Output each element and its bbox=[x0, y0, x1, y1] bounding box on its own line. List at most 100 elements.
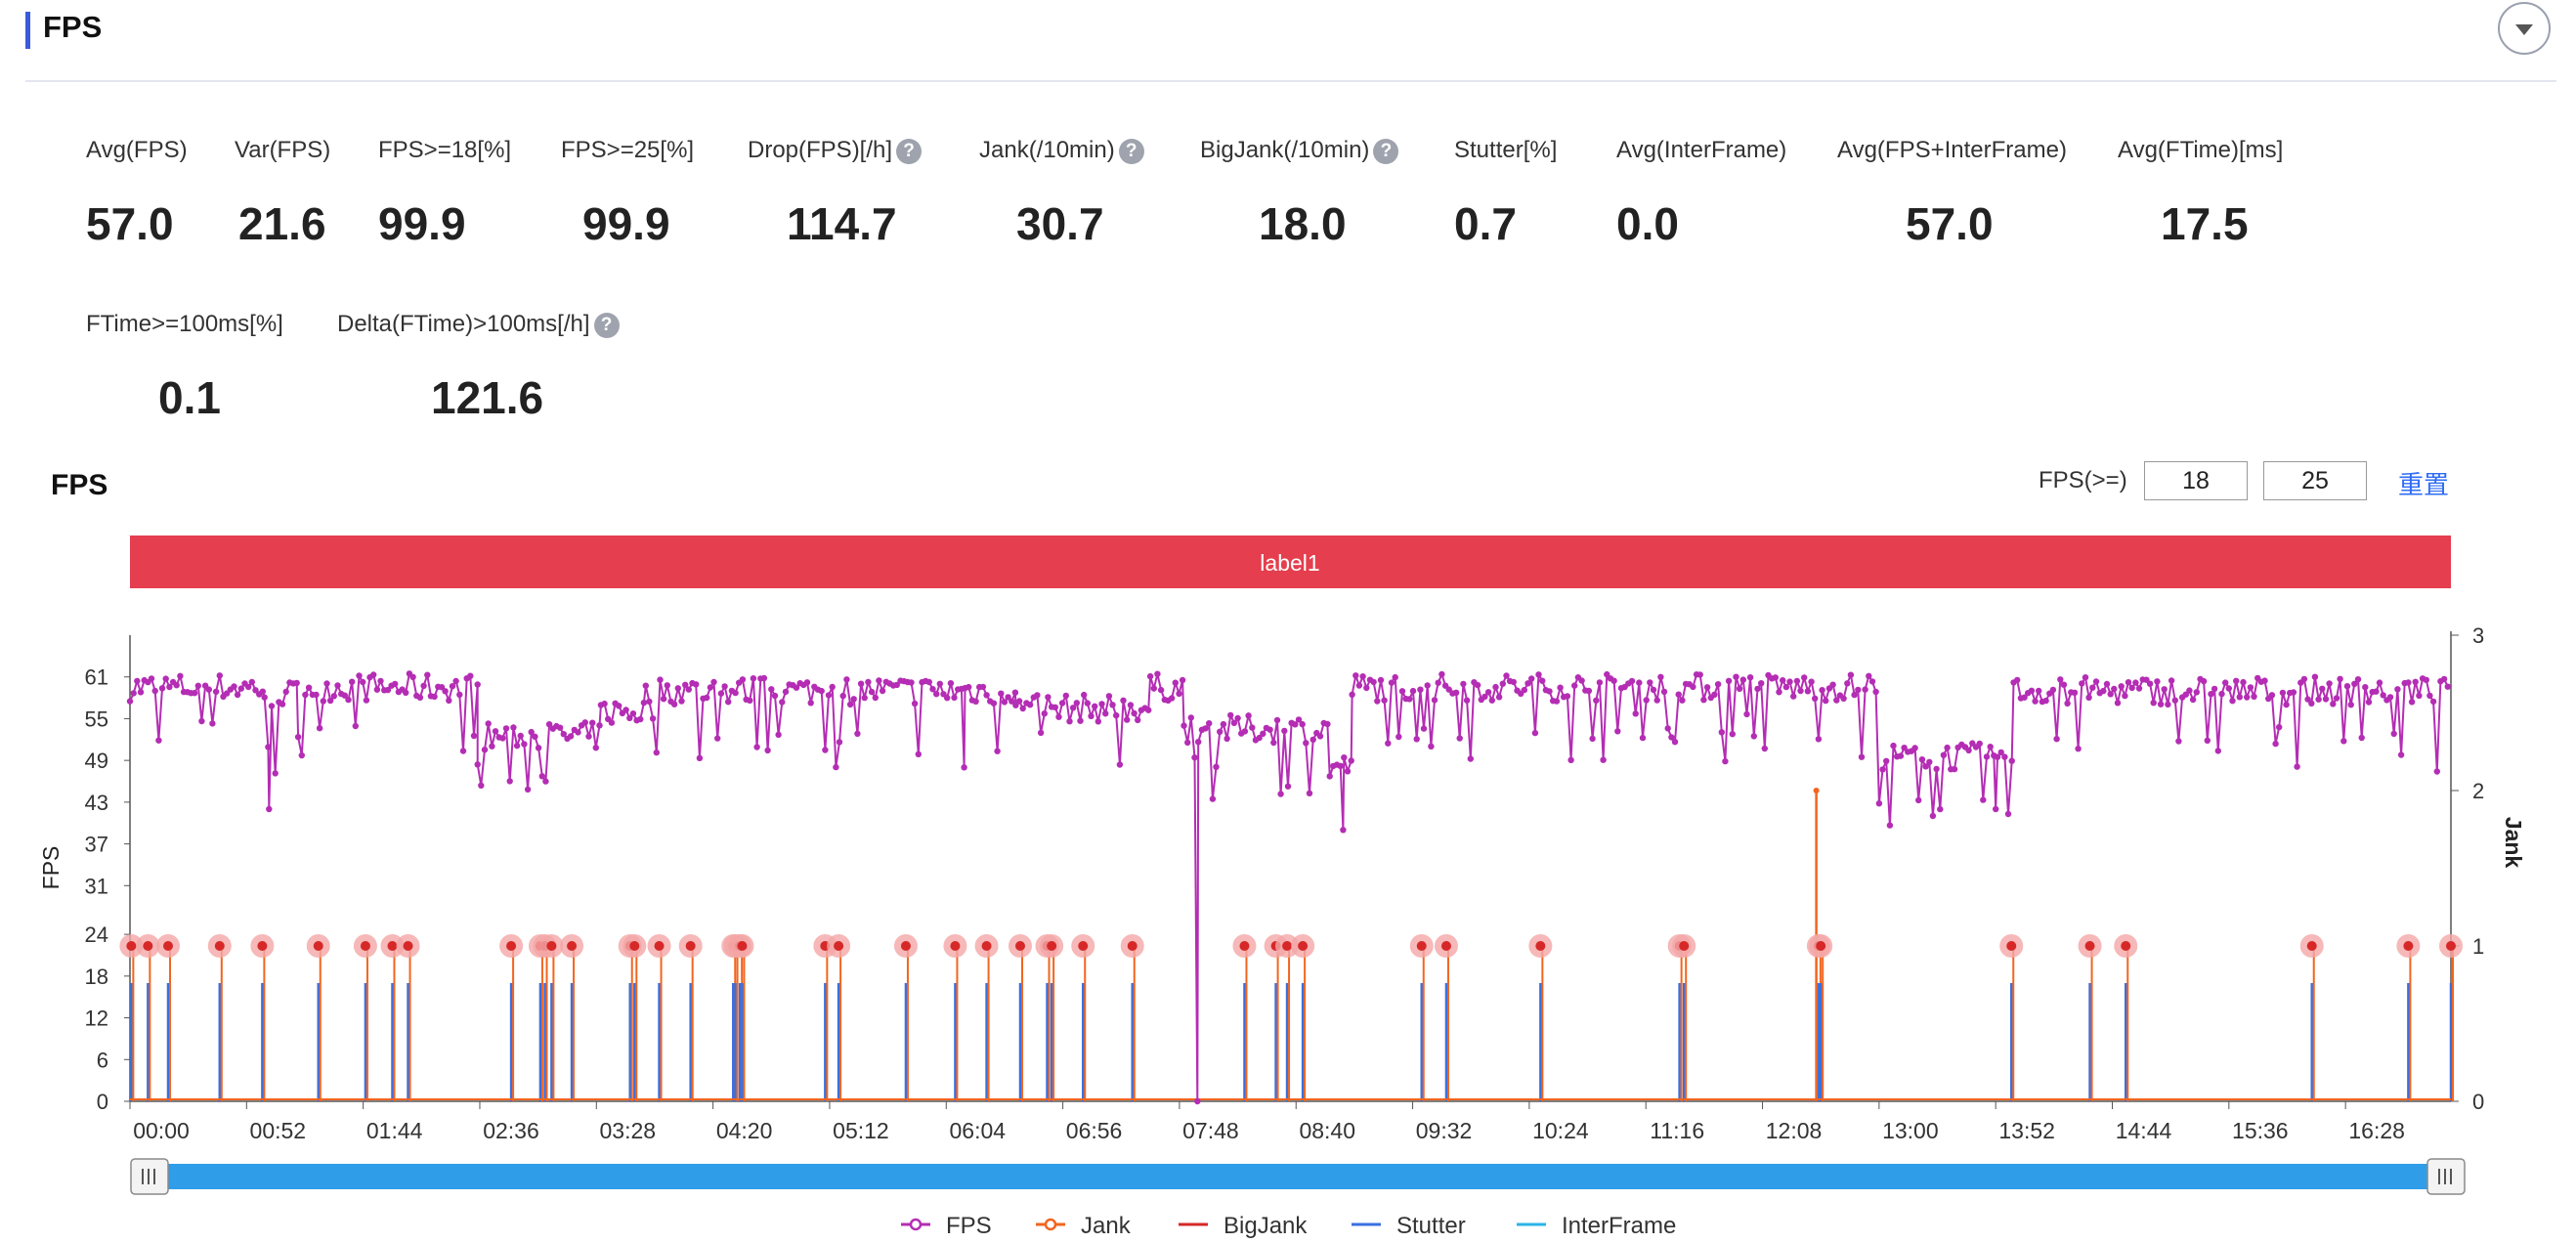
fps-point bbox=[2211, 685, 2218, 693]
fps-point bbox=[1081, 691, 1088, 699]
fps-point bbox=[1614, 728, 1621, 735]
fps-point bbox=[282, 688, 289, 696]
help-icon[interactable]: ? bbox=[1373, 139, 1399, 164]
fps-point bbox=[2214, 748, 2221, 754]
fps-point bbox=[966, 683, 972, 691]
fps-point bbox=[1851, 691, 1858, 699]
fps-point bbox=[1965, 747, 1972, 754]
metric-label-text: Avg(FPS+InterFrame) bbox=[1837, 137, 2067, 163]
legend-marker bbox=[909, 1218, 923, 1231]
fps-point bbox=[750, 675, 757, 682]
fps-point bbox=[1088, 712, 1095, 719]
fps-point bbox=[1983, 753, 1991, 760]
fps-point bbox=[1168, 695, 1176, 702]
fps-point bbox=[637, 715, 644, 723]
help-icon[interactable]: ? bbox=[593, 313, 620, 338]
x-tick-label: 07:48 bbox=[1182, 1118, 1239, 1143]
fps-point bbox=[1395, 733, 1402, 741]
legend-item-fps[interactable]: FPS bbox=[901, 1213, 992, 1239]
legend-item-interframe[interactable]: InterFrame bbox=[1517, 1213, 1676, 1239]
bigjank-marker bbox=[214, 941, 225, 951]
y2-tick-label: 0 bbox=[2472, 1090, 2484, 1114]
fps-point bbox=[2118, 683, 2125, 690]
fps-point bbox=[710, 678, 717, 686]
bigjank-marker bbox=[950, 941, 961, 951]
fps-point bbox=[1037, 729, 1045, 737]
fps-point bbox=[2272, 740, 2279, 748]
fps-point bbox=[1179, 676, 1186, 684]
fps-point bbox=[2251, 693, 2257, 700]
fps-point bbox=[2114, 700, 2122, 707]
fps-point bbox=[1077, 717, 1084, 724]
fps-point bbox=[2423, 676, 2429, 683]
fps-point bbox=[1435, 679, 1441, 686]
fps-point bbox=[349, 678, 356, 685]
fps-point bbox=[1273, 716, 1281, 724]
fps-point bbox=[2193, 689, 2200, 696]
fps-point bbox=[979, 683, 987, 691]
fps-point bbox=[1679, 697, 1686, 704]
chart-title: FPS bbox=[51, 469, 108, 501]
fps-point bbox=[1664, 725, 1671, 732]
fps-point bbox=[2079, 680, 2085, 687]
collapse-button[interactable] bbox=[2498, 2, 2551, 55]
bigjank-marker bbox=[163, 941, 174, 951]
legend-item-jank[interactable]: Jank bbox=[1036, 1213, 1132, 1239]
fps-point bbox=[392, 680, 399, 688]
fps-point bbox=[768, 686, 775, 693]
fps-point bbox=[323, 680, 330, 687]
help-icon[interactable]: ? bbox=[1118, 139, 1144, 164]
bigjank-marker bbox=[313, 941, 323, 951]
fps-point bbox=[502, 725, 510, 732]
fps-point bbox=[2225, 685, 2232, 692]
fps-point bbox=[1596, 679, 1604, 686]
fps-point bbox=[1636, 679, 1643, 686]
x-tick-label: 14:44 bbox=[2116, 1118, 2172, 1143]
fps-point bbox=[596, 722, 603, 729]
legend-item-bigjank[interactable]: BigJank bbox=[1179, 1213, 1308, 1239]
fps-point bbox=[2315, 696, 2322, 703]
bigjank-marker bbox=[1239, 941, 1250, 951]
fps-point bbox=[642, 682, 649, 689]
reset-button[interactable]: 重置 bbox=[2398, 470, 2450, 499]
fps-point bbox=[1420, 725, 1428, 732]
fps-point bbox=[1385, 740, 1392, 747]
zoom-handle-left[interactable] bbox=[130, 1158, 169, 1195]
fps-point bbox=[990, 700, 998, 707]
fps-point bbox=[532, 733, 538, 740]
fps-point bbox=[1084, 700, 1092, 707]
fps-point bbox=[1997, 749, 2004, 756]
metric-value: 121.6 bbox=[431, 372, 544, 423]
fps-point bbox=[843, 676, 850, 683]
fps-point bbox=[1438, 670, 1445, 678]
fps-point bbox=[1578, 677, 1585, 684]
fps-point bbox=[293, 679, 300, 687]
fps-threshold-low-input[interactable] bbox=[2144, 461, 2248, 500]
zoom-handle-right[interactable] bbox=[2426, 1158, 2466, 1195]
fps-point bbox=[1510, 678, 1518, 686]
metric-value: 0.1 bbox=[158, 372, 221, 423]
legend-item-stutter[interactable]: Stutter bbox=[1352, 1213, 1466, 1239]
fps-point bbox=[1460, 680, 1467, 688]
metric-value: 99.9 bbox=[378, 198, 466, 249]
fps-point bbox=[2071, 689, 2079, 696]
help-icon[interactable]: ? bbox=[896, 139, 923, 164]
metric-label-text: Avg(InterFrame) bbox=[1616, 137, 1787, 163]
fps-point bbox=[2161, 686, 2168, 693]
fps-point bbox=[2154, 678, 2161, 685]
fps-point bbox=[1303, 740, 1309, 747]
fps-point bbox=[373, 686, 381, 693]
fps-point bbox=[1632, 710, 1639, 717]
fps-point bbox=[1113, 711, 1120, 719]
fps-threshold-high-input[interactable] bbox=[2263, 461, 2367, 500]
fps-point bbox=[1980, 796, 1987, 803]
bigjank-marker bbox=[1298, 941, 1309, 951]
fps-point bbox=[660, 696, 667, 703]
fps-point bbox=[739, 676, 747, 683]
fps-point bbox=[1299, 720, 1306, 728]
fps-point bbox=[1754, 685, 1761, 693]
fps-point bbox=[1643, 697, 1650, 704]
fps-point bbox=[589, 719, 596, 726]
fps-point bbox=[567, 733, 575, 740]
x-tick-label: 00:00 bbox=[133, 1118, 190, 1143]
